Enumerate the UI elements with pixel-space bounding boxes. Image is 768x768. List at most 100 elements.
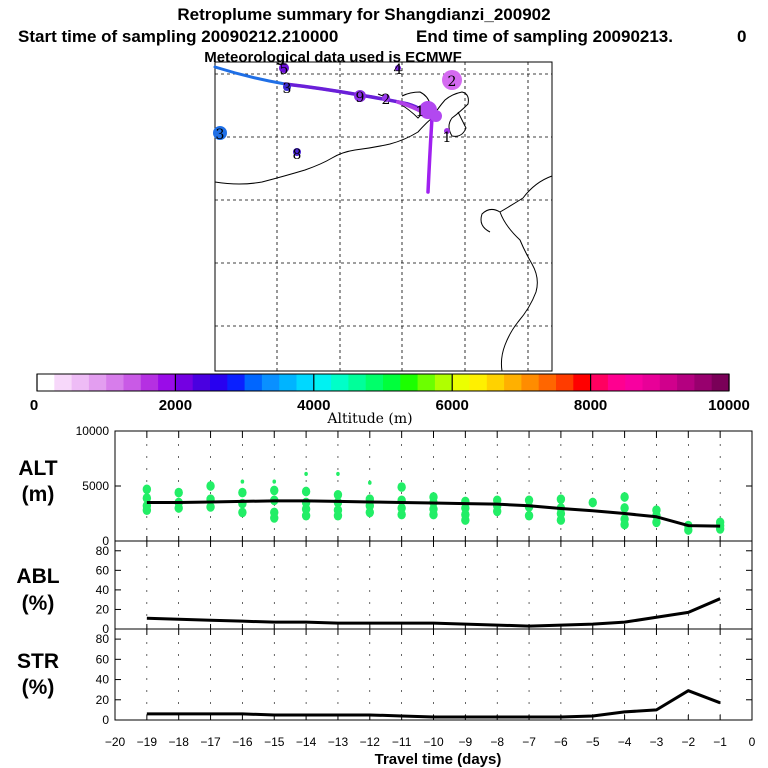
scatter-point (333, 489, 343, 500)
y-tick-label: 0 (102, 713, 109, 727)
scatter-point (142, 484, 152, 495)
x-tick-label: 0 (749, 735, 756, 749)
svg-text:5: 5 (280, 62, 289, 78)
colorbar-swatch (556, 374, 574, 391)
scatter-point (652, 517, 661, 528)
colorbar-swatch (313, 374, 332, 391)
x-tick-label: −18 (169, 735, 190, 749)
y-axis-label-line: (m) (22, 483, 55, 506)
x-tick-label: −16 (232, 735, 253, 749)
colorbar-swatch (573, 374, 592, 391)
scatter-point (238, 487, 247, 498)
colorbar-swatch (261, 374, 280, 391)
colorbar-swatch (486, 374, 505, 391)
x-tick-label: −14 (296, 735, 317, 749)
colorbar-swatch (642, 374, 661, 391)
y-tick-label: 40 (96, 583, 110, 597)
y-tick-label: 60 (96, 563, 110, 577)
colorbar-swatch (504, 374, 522, 391)
scatter-point (333, 510, 343, 521)
scatter-point (272, 479, 277, 484)
map-markers: 5 4 2 3 9 2 1 3 8 1 (213, 62, 462, 163)
figure-title: Retroplume summary for Shangdianzi_20090… (177, 5, 550, 24)
y-tick-label: 0 (102, 622, 109, 636)
colorbar-swatch (417, 374, 436, 391)
x-tick-label: −2 (681, 735, 695, 749)
x-tick-label: −10 (423, 735, 444, 749)
timeseries-panels: 0 5000 10000 ALT (m) 0 20 40 60 80 ABL (%) 0 20 40 60 80… (16, 424, 755, 768)
y-tick-label: 80 (96, 544, 110, 558)
colorbar-swatch (175, 374, 194, 391)
svg-text:1: 1 (416, 104, 425, 120)
series-line-alt (146, 499, 721, 528)
y-tick-label: 5000 (82, 479, 109, 493)
scatter-point (429, 509, 438, 520)
svg-text:2: 2 (382, 92, 391, 108)
svg-text:4: 4 (394, 62, 403, 78)
scatter-point (240, 479, 245, 484)
colorbar-swatch (469, 374, 488, 391)
x-tick-label: −17 (200, 735, 221, 749)
svg-text:8: 8 (293, 147, 302, 163)
y-tick-label: 80 (96, 632, 110, 646)
scatter-point (365, 507, 374, 518)
colorbar-swatch (348, 374, 367, 391)
map-marker-1: 1 (443, 128, 452, 146)
x-tick-label: −19 (137, 735, 158, 749)
map-marker-9: 9 (354, 90, 366, 106)
y-axis-label-line: STR (17, 650, 59, 673)
trajectory-path-south (426, 116, 434, 194)
colorbar-tick-label: 0 (30, 397, 38, 414)
scatter-point (397, 482, 406, 492)
scatter-point (304, 471, 308, 476)
svg-text:3: 3 (216, 127, 225, 143)
y-tick-label: 40 (96, 673, 110, 687)
colorbar-swatch (400, 374, 419, 391)
colorbar-swatch (192, 374, 211, 391)
colorbar-swatch (227, 374, 246, 391)
x-tick-label: −7 (522, 735, 536, 749)
scatter-point (336, 471, 340, 476)
colorbar-swatch (210, 374, 228, 391)
colorbar-swatch (711, 374, 730, 391)
x-tick-label: −4 (618, 735, 632, 749)
colorbar-swatch (659, 374, 678, 391)
altitude-colorbar: 0 2000 4000 6000 8000 10000 Altitude (m) (30, 373, 750, 427)
series-line-abl (146, 597, 721, 628)
colorbar-swatch (607, 374, 626, 391)
colorbar-swatch (123, 374, 142, 391)
x-tick-label: −1 (713, 735, 727, 749)
map-marker-cluster-1: 1 (416, 101, 442, 122)
map-marker-5: 5 (279, 62, 289, 78)
colorbar-swatch (625, 374, 644, 391)
x-tick-label: −6 (554, 735, 568, 749)
y-tick-label: 60 (96, 652, 110, 666)
y-tick-label: 20 (96, 602, 110, 616)
colorbar-swatches (37, 374, 730, 391)
x-tick-label: −20 (105, 735, 126, 749)
colorbar-swatch (538, 374, 557, 391)
y-tick-label: 10000 (76, 424, 110, 438)
y-axis-label-line: ALT (18, 457, 57, 480)
scatter-point (301, 486, 311, 497)
colorbar-tick-label: 4000 (297, 397, 330, 414)
scatter-point (556, 508, 566, 519)
x-tick-label: −13 (328, 735, 349, 749)
x-tick-label: −8 (490, 735, 504, 749)
map-marker-8: 8 (293, 147, 302, 163)
scatter-point (524, 510, 534, 521)
svg-text:9: 9 (356, 90, 365, 106)
colorbar-tick-label: 10000 (708, 397, 750, 414)
scatter-point (206, 502, 215, 512)
colorbar-swatch (88, 374, 107, 391)
scatter-point (270, 513, 279, 523)
colorbar-swatch (37, 374, 55, 391)
colorbar-tick-label: 8000 (574, 397, 607, 414)
map-marker-4: 4 (394, 62, 403, 78)
y-tick-label: 0 (102, 534, 109, 548)
colorbar-swatch (434, 374, 453, 391)
scatter-point (397, 509, 406, 520)
svg-text:1: 1 (443, 130, 452, 146)
svg-text:2: 2 (448, 74, 457, 90)
